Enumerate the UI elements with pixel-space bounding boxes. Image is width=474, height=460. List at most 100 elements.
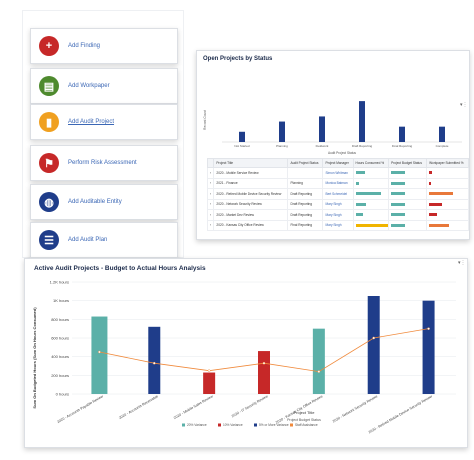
status-tick-label: Planning xyxy=(276,144,288,148)
table-header[interactable]: Hours Consumed % xyxy=(352,158,390,168)
hours-consumed-cell xyxy=(352,177,390,189)
legend-swatch xyxy=(290,423,293,427)
hours-consumed-cell xyxy=(352,198,390,210)
budget-bar xyxy=(312,328,325,394)
y-tick-label: 1.2K hours xyxy=(50,280,69,285)
budget-bar xyxy=(148,326,161,394)
expand-icon: › xyxy=(206,198,215,210)
line-point xyxy=(207,369,211,372)
workpaper-bar xyxy=(429,171,432,174)
list-icon: ☰ xyxy=(39,230,59,250)
status-bar xyxy=(359,101,365,142)
table-row[interactable]: › 2020 - Kansas City Office Review Final R… xyxy=(206,219,469,231)
table-header[interactable]: Project Budget Status xyxy=(388,158,428,168)
workpaper-bar xyxy=(429,202,442,206)
budget-bar xyxy=(391,181,406,185)
quick-actions-panel: + Add Finding ▤ Add Workpaper ▮ Add Audit Pro… xyxy=(0,0,200,460)
project-manager-cell: Simon Whitman xyxy=(322,167,354,179)
budget-bar xyxy=(367,296,380,394)
workpaper-bar xyxy=(429,181,432,185)
expand-icon: › xyxy=(206,188,215,200)
status-bar xyxy=(439,126,445,142)
status-bar xyxy=(319,116,325,142)
budget-bar xyxy=(391,202,406,206)
status-tick-label: Draft Reporting xyxy=(352,144,373,148)
budget-status-cell xyxy=(388,219,428,231)
y-tick-label: 400 hours xyxy=(51,354,69,359)
y-tick-label: 800 hours xyxy=(51,317,69,322)
action-label: Add Finding xyxy=(68,43,101,49)
x-tick-label: 2020 - Retired Mobile Device Security Re… xyxy=(368,394,434,434)
table-header[interactable]: Workpaper Submitted % xyxy=(426,158,469,168)
x-tick-label: 2020 - Accounts Receivable xyxy=(118,394,159,420)
budget-status-cell xyxy=(388,177,428,189)
y-tick-label: 600 hours xyxy=(51,336,69,341)
workpaper-bar xyxy=(429,192,453,195)
budget-bar xyxy=(91,316,108,394)
action-label: Add Auditable Entity xyxy=(68,199,122,205)
action-perform-risk-assessment[interactable]: ⚑ Perform Risk Assessment xyxy=(30,145,178,181)
x-tick-label: 2020 - IT Security Review xyxy=(231,394,269,418)
flag-icon: ⚑ xyxy=(39,153,59,173)
budget-bar xyxy=(391,192,406,195)
line-point xyxy=(262,361,266,365)
status-tick-label: Not Started xyxy=(234,144,250,148)
hours-bar xyxy=(355,223,388,227)
table-header[interactable] xyxy=(206,158,215,168)
table-row[interactable]: › 2021 - Finance Planning Monica Batman xyxy=(206,177,469,189)
action-add-audit-project[interactable]: ▮ Add Audit Project xyxy=(30,104,178,140)
action-add-audit-plan[interactable]: ☰ Add Audit Plan xyxy=(30,222,178,258)
open-projects-chart: Record Count Not Started Planning Fieldwork… xyxy=(203,101,462,155)
hours-bar xyxy=(355,202,367,206)
table-header[interactable]: Audit Project Status xyxy=(287,158,324,168)
action-label: Add Workpaper xyxy=(68,83,110,89)
status-tick-label: Final Reporting xyxy=(392,144,413,148)
open-projects-title: Open Projects by Status xyxy=(203,56,273,62)
x-axis-label: Audit Project Status xyxy=(328,151,356,155)
workpaper-bar xyxy=(429,223,449,227)
legend-title: Project Budget Status xyxy=(287,418,321,422)
action-add-finding[interactable]: + Add Finding xyxy=(30,28,178,64)
project-manager-cell: Mary Singh xyxy=(322,209,354,221)
project-manager-cell: Bert Schmeidel xyxy=(322,188,354,200)
action-add-auditable-entity[interactable]: ◍ Add Auditable Entity xyxy=(30,184,178,220)
workpaper-cell xyxy=(426,209,469,221)
y-tick-label: 200 hours xyxy=(51,373,69,378)
expand-icon: › xyxy=(206,177,215,189)
budget-bar xyxy=(258,351,270,394)
action-add-workpaper[interactable]: ▤ Add Workpaper xyxy=(30,68,178,104)
workpaper-icon: ▤ xyxy=(39,76,59,96)
table-header[interactable]: Project Manager xyxy=(322,158,354,168)
workpaper-cell xyxy=(426,177,469,189)
project-title-cell: 2020 - Retired Mobile Device Security Re… xyxy=(213,188,289,200)
budget-analysis-title: Active Audit Projects - Budget to Actual… xyxy=(34,265,206,272)
budget-status-cell xyxy=(388,198,428,210)
expand-icon: › xyxy=(206,209,215,221)
status-bar xyxy=(399,126,405,142)
budget-bar xyxy=(391,213,406,216)
table-header[interactable]: Project Title xyxy=(213,158,289,168)
status-bar xyxy=(279,121,285,142)
legend-label: Staff Assistance xyxy=(295,423,318,427)
line-point xyxy=(152,361,156,365)
hours-consumed-cell xyxy=(352,188,390,200)
table-row[interactable]: › 2020 - Market Dev Review Draft Reporting… xyxy=(206,209,469,221)
status-tick-label: Complete xyxy=(436,144,449,148)
budget-bar xyxy=(203,372,216,394)
budget-menu-icon[interactable]: ▾⋮ xyxy=(458,260,466,266)
project-manager-cell: Mary Singh xyxy=(322,198,354,210)
globe-icon: ◍ xyxy=(39,192,59,212)
x-axis-label: Project Title xyxy=(294,410,316,415)
y-tick-label: 0 hours xyxy=(56,392,69,397)
hours-bar xyxy=(355,192,381,195)
table-row[interactable]: › 2020 - Network Security Review Draft Rep… xyxy=(206,198,469,210)
status-cell: Final Reporting xyxy=(287,219,324,231)
action-label: Add Audit Project xyxy=(68,119,115,125)
hours-bar xyxy=(355,213,363,216)
legend-label: 5% or More Variance xyxy=(259,423,289,427)
hours-consumed-cell xyxy=(352,167,390,179)
panel-menu-icon[interactable]: ▾⋮ xyxy=(460,102,468,108)
status-cell: Draft Reporting xyxy=(287,209,324,221)
table-row[interactable]: › 2020 - Retired Mobile Device Security R… xyxy=(206,188,469,200)
table-row[interactable]: › 2020 - Mobile Service Review Simon Whitm… xyxy=(206,167,469,179)
